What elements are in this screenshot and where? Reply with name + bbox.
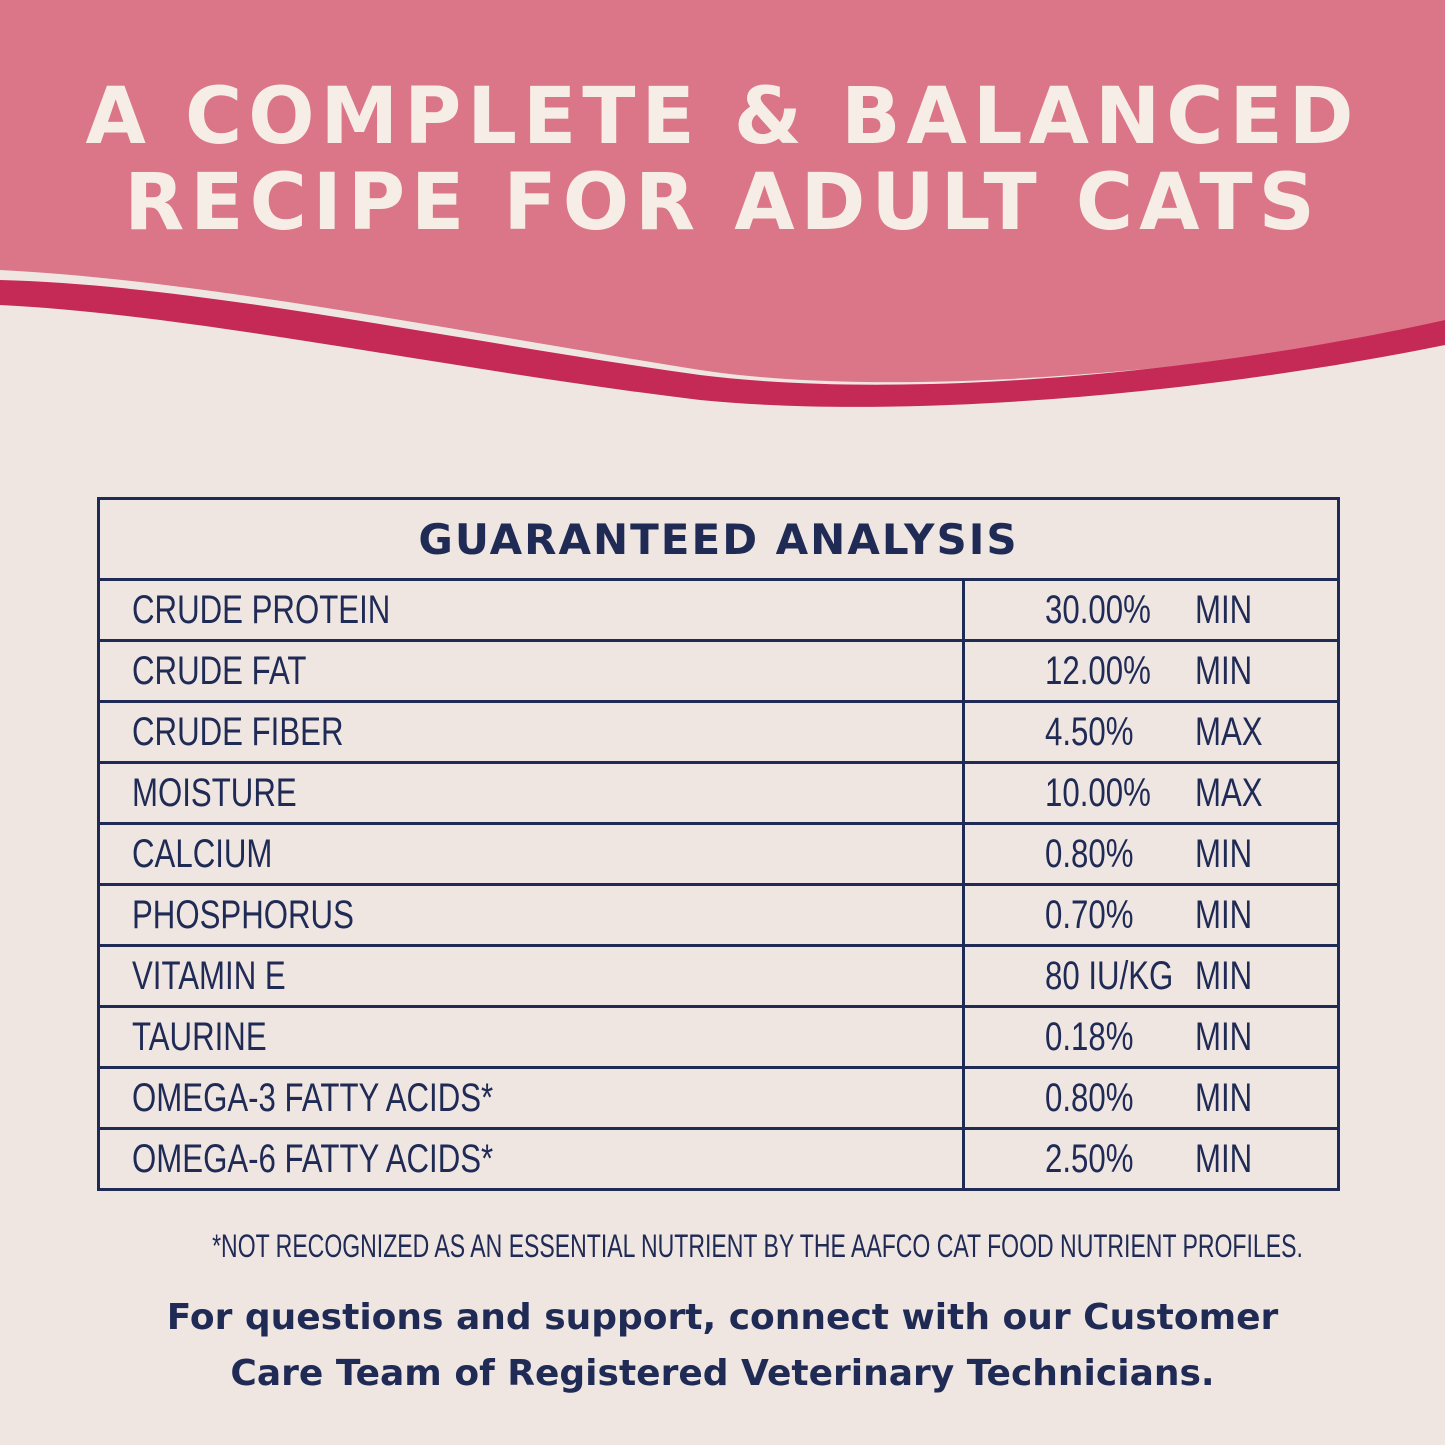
qualifier: MIN [1195,648,1253,693]
footnote: *NOT RECOGNIZED AS AN ESSENTIAL NUTRIENT… [0,1228,1445,1265]
nutrient: OMEGA-6 FATTY ACIDS* [132,1136,494,1181]
nutrient-cell: CRUDE FIBER [98,701,965,764]
amount: 0.80% [1045,1075,1134,1120]
qualifier: MAX [1195,770,1263,815]
support-line: Care Team of Registered Veterinary Techn… [230,1353,1215,1394]
amount: 10.00% [1045,770,1151,815]
amount: 2.50% [1045,1136,1134,1181]
nutrient-cell: VITAMIN E [98,945,965,1008]
nutrient: CRUDE PROTEIN [132,587,391,632]
value-cell: 10.00% MAX [963,762,1339,825]
qualifier: MIN [1195,892,1253,937]
value-cell: 0.80% MIN [963,823,1339,886]
qualifier: MIN [1195,587,1253,632]
qualifier: MIN [1195,953,1253,998]
nutrient: TAURINE [132,1014,267,1059]
footnote-text: *NOT RECOGNIZED AS AN ESSENTIAL NUTRIENT… [212,1228,1303,1264]
table-row: OMEGA-3 FATTY ACIDS* 0.80% MIN [98,1067,1339,1130]
amount: 0.80% [1045,831,1134,876]
value-cell: 30.00% MIN [963,579,1339,642]
table-row: OMEGA-6 FATTY ACIDS* 2.50% MIN [98,1128,1339,1190]
brush-stroke [0,280,1445,407]
support-line: For questions and support, connect with … [166,1297,1279,1338]
title-line: RECIPE FOR ADULT CATS [124,158,1321,248]
qualifier: MIN [1195,1136,1253,1181]
nutrient: OMEGA-3 FATTY ACIDS* [132,1075,494,1120]
nutrient-cell: CALCIUM [98,823,965,886]
value-cell: 0.18% MIN [963,1006,1339,1069]
nutrient: CALCIUM [132,831,273,876]
amount: 12.00% [1045,648,1151,693]
nutrient: VITAMIN E [132,953,286,998]
nutrient-cell: CRUDE FAT [98,640,965,703]
value-cell: 12.00% MIN [963,640,1339,703]
table-row: CALCIUM 0.80% MIN [98,823,1339,886]
table-row: VITAMIN E 80 IU/KG MIN [98,945,1339,1008]
nutrient-cell: PHOSPHORUS [98,884,965,947]
value-cell: 0.80% MIN [963,1067,1339,1130]
value-cell: 80 IU/KG MIN [963,945,1339,1008]
amount: 30.00% [1045,587,1151,632]
qualifier: MIN [1195,831,1253,876]
nutrient: PHOSPHORUS [132,892,354,937]
table-row: TAURINE 0.18% MIN [98,1006,1339,1069]
amount: 80 IU/KG [1045,953,1174,998]
table-row: CRUDE FAT 12.00% MIN [98,640,1339,703]
qualifier: MIN [1195,1014,1253,1059]
amount: 0.18% [1045,1014,1134,1059]
nutrient: MOISTURE [132,770,297,815]
title-line: A COMPLETE & BALANCED [85,72,1360,162]
title: A COMPLETE & BALANCED RECIPE FOR ADULT C… [0,74,1445,246]
table-row: CRUDE PROTEIN 30.00% MIN [98,579,1339,642]
analysis-table: GUARANTEED ANALYSIS CRUDE PROTEIN 30.00% M… [97,497,1340,1191]
nutrient: CRUDE FIBER [132,709,344,754]
table-row: PHOSPHORUS 0.70% MIN [98,884,1339,947]
qualifier: MAX [1195,709,1263,754]
value-cell: 2.50% MIN [964,1129,1339,1190]
value-cell: 4.50% MAX [963,701,1339,764]
nutrient-cell: MOISTURE [98,762,965,825]
nutrient-cell: CRUDE PROTEIN [98,579,965,642]
support: For questions and support, connect with … [0,1290,1445,1402]
amount: 0.70% [1045,892,1134,937]
amount: 4.50% [1045,709,1134,754]
table-row: CRUDE FIBER 4.50% MAX [98,701,1339,764]
nutrient: CRUDE FAT [132,648,307,693]
nutrient-cell: OMEGA-6 FATTY ACIDS* [98,1128,965,1190]
table-title: GUARANTEED ANALYSIS [98,498,1339,581]
header-band [0,0,1445,383]
value-cell: 0.70% MIN [963,884,1339,947]
nutrient-cell: TAURINE [98,1006,965,1069]
qualifier: MIN [1195,1075,1253,1120]
nutrient-cell: OMEGA-3 FATTY ACIDS* [98,1067,965,1130]
table-row: MOISTURE 10.00% MAX [98,762,1339,825]
